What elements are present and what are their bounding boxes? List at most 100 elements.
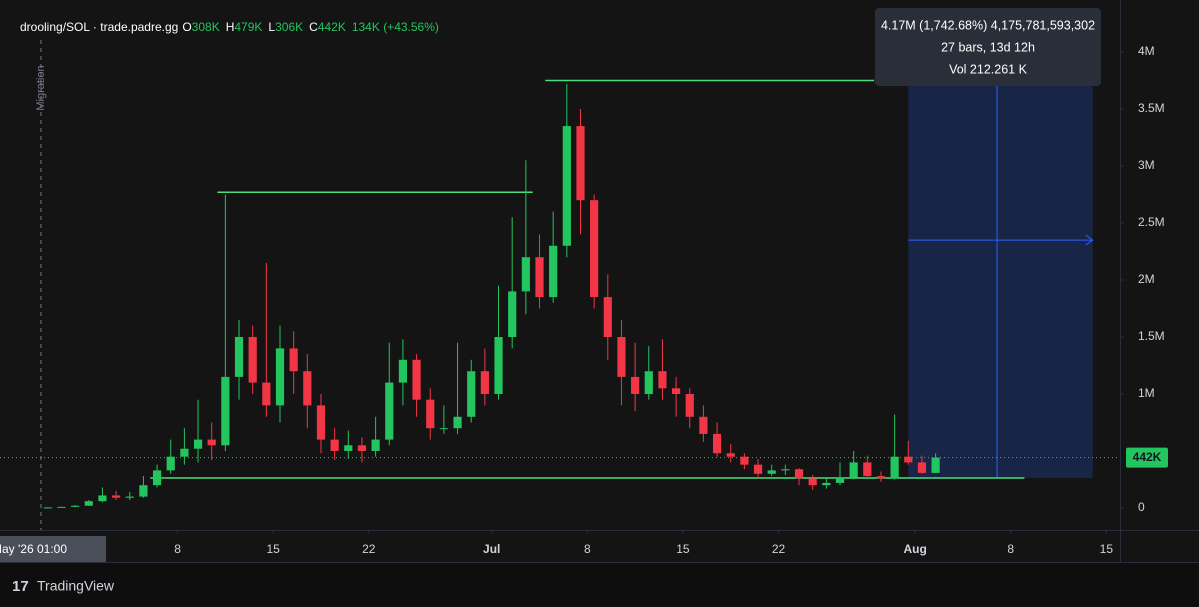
candle-body xyxy=(508,291,517,337)
legend-c: 442K xyxy=(318,20,346,34)
legend-change: 134K (+43.56%) xyxy=(352,20,439,34)
candle-body xyxy=(248,336,257,383)
candle-body xyxy=(412,359,421,400)
candle-body xyxy=(139,485,148,497)
y-tick-label: 1M xyxy=(1138,386,1155,400)
tooltip-line: 27 bars, 13d 12h xyxy=(941,40,1035,54)
candle-body xyxy=(617,336,626,377)
x-tick-label: 15 xyxy=(676,542,690,556)
y-tick-label: 2M xyxy=(1138,272,1155,286)
candle-body xyxy=(931,457,940,473)
brand-name: TradingView xyxy=(37,578,115,594)
x-tick-label: 22 xyxy=(362,542,376,556)
candle-body xyxy=(439,428,448,430)
y-tick-label: 3M xyxy=(1138,158,1155,172)
candle-body xyxy=(535,257,544,298)
candle-body xyxy=(767,470,776,474)
candle-body xyxy=(712,433,722,454)
legend-symbol: drooling/SOL · trade.padre.gg xyxy=(20,20,178,34)
tooltip-line: 4.17M (1,742.68%) 4,175,781,593,302 xyxy=(881,18,1095,32)
candle-body xyxy=(753,464,763,474)
legend-l: 306K xyxy=(275,20,303,34)
candle-body xyxy=(330,439,339,451)
candle-body xyxy=(590,200,599,298)
tooltip-line: Vol 212.261 K xyxy=(949,62,1028,76)
candle-body xyxy=(631,376,640,394)
candle-body xyxy=(234,336,244,377)
candle-body xyxy=(221,376,230,446)
y-tick-label: 1.5M xyxy=(1138,329,1165,343)
legend-o-label: O xyxy=(182,20,191,34)
legend-c-label: C xyxy=(309,20,318,34)
candle-body xyxy=(275,348,285,406)
candle-body xyxy=(794,469,804,479)
y-tick-label: 0 xyxy=(1138,500,1145,514)
candle-body xyxy=(685,393,694,417)
candle-body xyxy=(658,371,667,389)
candle-body xyxy=(43,507,52,509)
candle-body xyxy=(180,448,189,457)
candle-body xyxy=(740,456,749,465)
candle-body xyxy=(562,126,571,246)
candle-body xyxy=(125,496,134,498)
last-price-label: 442K xyxy=(1133,450,1162,464)
x-tick-label: Aug xyxy=(903,542,926,556)
candle-body xyxy=(193,439,203,449)
candle-body xyxy=(71,505,80,507)
legend-h-label: H xyxy=(226,20,235,34)
candle-body xyxy=(289,348,298,372)
x-tick-label: Jul xyxy=(483,542,500,556)
candle-body xyxy=(603,297,612,337)
candle-body xyxy=(835,477,845,483)
date-range-box xyxy=(908,81,1093,479)
footer-bg xyxy=(0,562,1199,607)
candle-body xyxy=(344,445,353,451)
candle-body xyxy=(357,445,367,451)
event-label: Migration xyxy=(35,65,47,110)
candle-body xyxy=(849,462,858,478)
x-tick-label: 15 xyxy=(1100,542,1114,556)
y-tick-label: 2.5M xyxy=(1138,215,1165,229)
candle-body xyxy=(112,495,121,498)
ohlc-legend: drooling/SOL · trade.padre.gg O 308K H 479K L… xyxy=(20,20,439,34)
candle-body xyxy=(480,371,489,394)
candle-body xyxy=(467,371,476,417)
x-tick-label: 8 xyxy=(174,542,181,556)
candle-body xyxy=(781,469,790,471)
candle-body xyxy=(863,462,872,477)
crosshair-time-label: May '26 01:00 xyxy=(0,542,67,556)
candle-body xyxy=(371,439,380,451)
candle-body xyxy=(521,257,530,292)
candle-body xyxy=(303,371,312,406)
candle-body xyxy=(726,453,735,457)
arrow-head xyxy=(1085,234,1094,246)
candle-body xyxy=(904,456,913,463)
candle-body xyxy=(494,336,503,394)
candle-body xyxy=(166,456,175,471)
range-tooltip xyxy=(875,8,1101,86)
x-tick-label: 22 xyxy=(772,542,786,556)
candle-body xyxy=(890,456,899,479)
candle-body xyxy=(152,470,162,486)
candle-body xyxy=(57,506,66,508)
candle-body xyxy=(672,388,681,394)
brand[interactable]: 17 TradingView xyxy=(12,578,115,595)
candle-body xyxy=(262,382,271,406)
candle-body xyxy=(699,416,708,434)
candle-body xyxy=(398,359,408,383)
last-price-box xyxy=(1126,447,1168,468)
candle-body xyxy=(207,439,216,446)
candle-body xyxy=(316,405,326,440)
candle-body xyxy=(822,482,831,486)
candle-body xyxy=(98,495,107,502)
x-tick-label: 15 xyxy=(266,542,280,556)
candle-body xyxy=(84,501,93,506)
candle-body xyxy=(549,245,558,298)
y-tick-label: 3.5M xyxy=(1138,101,1165,115)
candle-body xyxy=(876,476,886,479)
candle-body xyxy=(576,126,585,201)
crosshair-time-box xyxy=(0,536,106,562)
candle-body xyxy=(644,371,653,394)
